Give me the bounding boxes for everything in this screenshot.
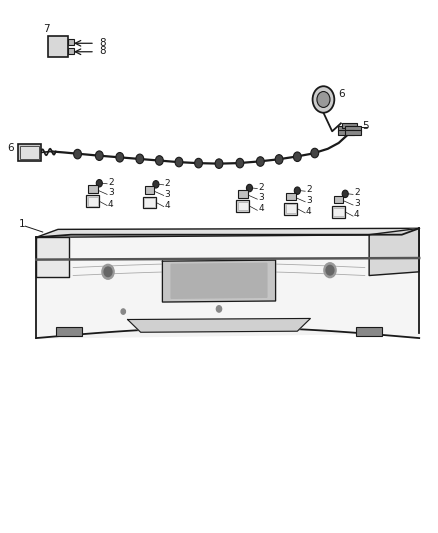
- Polygon shape: [171, 263, 267, 298]
- Text: 2: 2: [165, 179, 170, 188]
- Text: 6: 6: [7, 143, 14, 154]
- Circle shape: [102, 264, 114, 279]
- Circle shape: [121, 309, 125, 314]
- Polygon shape: [369, 228, 419, 276]
- Bar: [237, 200, 250, 212]
- Circle shape: [216, 306, 222, 312]
- Text: 4: 4: [165, 200, 170, 209]
- Text: 8: 8: [99, 46, 106, 56]
- Text: 4: 4: [306, 207, 312, 216]
- Text: 3: 3: [165, 190, 170, 198]
- Circle shape: [247, 184, 253, 192]
- Bar: [338, 130, 354, 135]
- Bar: [286, 205, 296, 213]
- Bar: [18, 144, 41, 161]
- Text: 3: 3: [258, 193, 264, 202]
- Text: 7: 7: [43, 24, 50, 34]
- Bar: [338, 126, 354, 131]
- Text: 6: 6: [339, 89, 345, 99]
- Circle shape: [236, 158, 244, 168]
- Bar: [68, 39, 74, 45]
- Bar: [143, 197, 156, 208]
- Circle shape: [294, 187, 300, 195]
- Circle shape: [116, 152, 124, 162]
- Circle shape: [95, 151, 103, 160]
- Bar: [356, 327, 382, 336]
- Circle shape: [155, 156, 163, 165]
- Circle shape: [104, 267, 112, 277]
- Circle shape: [153, 181, 159, 188]
- Polygon shape: [36, 228, 419, 338]
- Bar: [86, 196, 99, 207]
- Polygon shape: [36, 237, 69, 277]
- Circle shape: [275, 155, 283, 164]
- Bar: [342, 123, 357, 127]
- Text: 8: 8: [99, 38, 106, 48]
- Bar: [145, 187, 154, 194]
- Polygon shape: [162, 260, 276, 302]
- Circle shape: [215, 159, 223, 168]
- Circle shape: [326, 265, 334, 275]
- Bar: [334, 196, 343, 204]
- Bar: [238, 190, 248, 198]
- Circle shape: [317, 92, 330, 108]
- Text: 2: 2: [354, 189, 360, 197]
- Bar: [333, 208, 344, 216]
- Bar: [20, 146, 39, 159]
- Bar: [144, 198, 155, 207]
- Circle shape: [74, 149, 81, 159]
- Circle shape: [136, 154, 144, 164]
- Polygon shape: [36, 228, 419, 237]
- Circle shape: [313, 86, 334, 113]
- Bar: [47, 36, 68, 56]
- Bar: [286, 193, 296, 200]
- Circle shape: [293, 152, 301, 161]
- Bar: [68, 48, 74, 54]
- Polygon shape: [127, 318, 311, 332]
- Text: 2: 2: [108, 178, 113, 187]
- Bar: [345, 130, 361, 135]
- Text: 3: 3: [108, 189, 114, 197]
- Text: 4: 4: [354, 210, 360, 219]
- Text: 5: 5: [362, 120, 368, 131]
- Circle shape: [256, 157, 264, 166]
- Polygon shape: [36, 228, 419, 338]
- Circle shape: [96, 180, 102, 187]
- Circle shape: [324, 263, 336, 278]
- Text: 2: 2: [306, 185, 312, 194]
- Bar: [284, 203, 297, 215]
- Text: 2: 2: [258, 183, 264, 192]
- Bar: [332, 206, 345, 217]
- Circle shape: [175, 157, 183, 167]
- Bar: [56, 327, 82, 336]
- Circle shape: [194, 158, 202, 168]
- Text: 4: 4: [108, 199, 113, 208]
- Bar: [238, 202, 248, 211]
- Bar: [345, 126, 361, 131]
- Bar: [88, 197, 98, 206]
- Text: 1: 1: [19, 219, 25, 229]
- Circle shape: [311, 148, 319, 158]
- Bar: [88, 185, 98, 193]
- Text: 3: 3: [354, 199, 360, 208]
- Text: 3: 3: [306, 196, 312, 205]
- Circle shape: [342, 190, 348, 198]
- Text: 4: 4: [258, 204, 264, 213]
